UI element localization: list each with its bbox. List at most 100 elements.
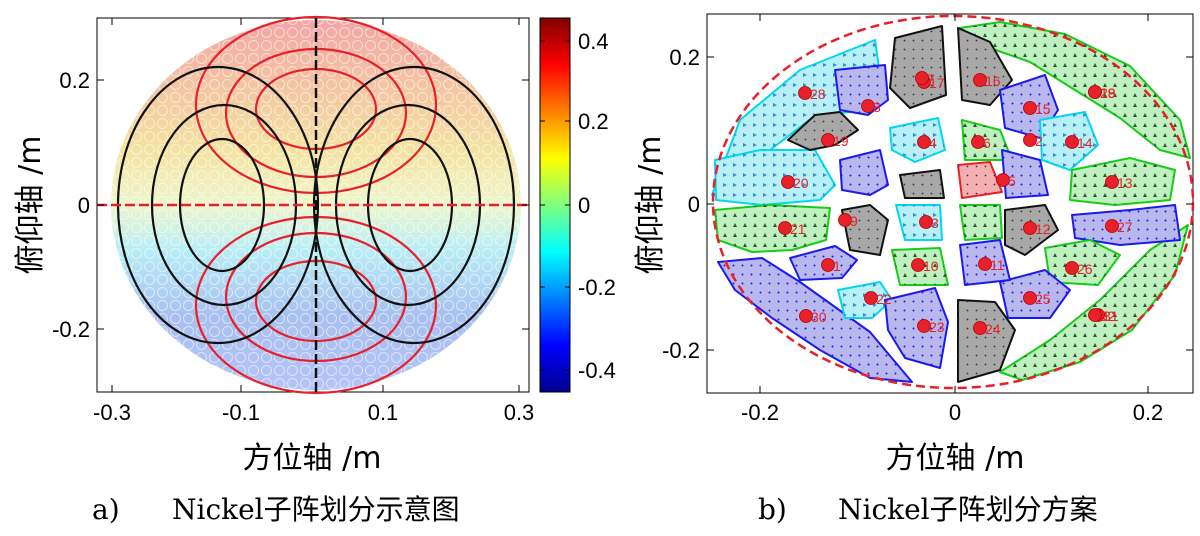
subarray-number-label: 23 [929, 319, 945, 335]
x-tick-label: -0.1 [222, 400, 260, 425]
subarray-number-label: 27 [1117, 219, 1133, 235]
panel-a-x-tick-labels: -0.3 -0.1 0.1 0.3 [93, 400, 534, 425]
x-tick-label: 0.1 [368, 400, 399, 425]
subarray-number-label: 5 [1008, 173, 1016, 189]
phase-center-marker [1023, 101, 1037, 115]
phase-center-marker [838, 213, 852, 227]
phase-center-marker [973, 73, 987, 87]
subarray-number-label: 26 [1077, 261, 1093, 277]
subarray-region-texture [1070, 158, 1175, 205]
subarray-number-label: 3 [931, 215, 939, 231]
phase-center-marker [971, 135, 985, 149]
panel-b-x-tick-labels: -0.2 0 0.2 [741, 400, 1163, 425]
subarray-number-label: 20 [793, 175, 809, 191]
colorbar-tick-label: 0 [578, 193, 590, 218]
subarray-number-label: 29 [1100, 85, 1116, 101]
subarray-number-label: 10 [923, 258, 939, 274]
phase-center-marker [798, 86, 812, 100]
subarray-region-texture [958, 300, 1015, 382]
panel-a-subarray-schematic: -0.3 -0.1 0.1 0.3 0.2 0 -0.2 方位轴 /m 俯仰轴 … [13, 15, 616, 526]
y-tick-label: 0 [688, 192, 700, 217]
subarray-number-label: 16 [985, 73, 1001, 89]
subarray-region-texture [958, 162, 1002, 198]
phase-center-marker [778, 221, 792, 235]
y-tick-label: 0 [78, 193, 90, 218]
y-tick-label: -0.2 [662, 338, 700, 363]
panel-a-y-axis-label: 俯仰轴 /m [13, 136, 48, 275]
phase-center-marker [973, 321, 987, 335]
subarray-region-texture [1045, 240, 1120, 285]
subarray-number-label: 11 [990, 257, 1005, 273]
subarray-number-label: 8 [873, 99, 881, 115]
subarray-region-texture [960, 22, 1190, 158]
phase-center-marker [911, 258, 925, 272]
subarray-number-label: 17 [929, 75, 945, 91]
x-tick-label: -0.2 [741, 400, 779, 425]
phase-center-marker [821, 258, 835, 272]
subarray-number-label: 31 [1103, 308, 1119, 324]
phase-center-marker [861, 99, 875, 113]
phase-center-marker [1023, 291, 1037, 305]
panel-a-caption: Nickel子阵划分示意图 [172, 493, 460, 526]
subarray-number-label: 30 [811, 309, 827, 325]
subarray-region-texture [890, 26, 946, 108]
subarray-number-label: 28 [810, 86, 826, 102]
phase-center-marker [917, 319, 931, 333]
subarray-region-texture [962, 120, 1012, 160]
subarray-number-label: 24 [985, 321, 1001, 337]
panel-a-x-axis-label: 方位轴 /m [243, 441, 382, 476]
phase-center-marker [996, 173, 1010, 187]
subarray-number-label: 4 [929, 135, 937, 151]
subarray-region-texture [715, 205, 830, 252]
x-tick-label: -0.3 [93, 400, 131, 425]
phase-center-marker [864, 291, 878, 305]
colorbar-tick-label: -0.4 [578, 358, 616, 383]
subarray-region-texture [896, 205, 942, 240]
phase-center-marker [781, 175, 795, 189]
panel-a-caption-label: a) [92, 493, 120, 526]
subarray-number-label: 15 [1035, 101, 1051, 117]
phase-center-marker [1065, 261, 1079, 275]
panel-b-y-axis-label: 俯仰轴 /m [633, 136, 668, 275]
subarray-region-texture [788, 112, 858, 150]
subarray-number-label: 6 [983, 135, 991, 151]
phase-center-marker [1065, 135, 1079, 149]
x-tick-label: 0 [949, 400, 961, 425]
phase-center-marker [1088, 85, 1102, 99]
panel-b-y-tick-labels: 0.2 0 -0.2 [662, 45, 700, 363]
phase-center-marker [1105, 219, 1119, 233]
difference-contour-line [178, 137, 266, 273]
subarray-region-texture [885, 288, 948, 368]
phase-center-marker [1023, 221, 1037, 235]
phase-center-marker [1105, 175, 1119, 189]
subarray-number-label: 2 [1035, 133, 1043, 149]
phase-center-marker [919, 215, 933, 229]
subarray-number-label: 14 [1077, 135, 1093, 151]
panel-a-y-tick-labels: 0.2 0 -0.2 [52, 68, 90, 342]
y-tick-label: 0.2 [59, 68, 90, 93]
panel-a-colorbar-ticks [540, 40, 570, 371]
panel-b-x-axis-label: 方位轴 /m [886, 441, 1025, 476]
subarray-number-label: 12 [1035, 221, 1051, 237]
subarray-region-texture [958, 28, 1012, 105]
subarray-region-texture [1002, 150, 1048, 198]
subarray-number-label: 1 [833, 258, 841, 274]
colorbar-tick-label: 0.2 [578, 109, 609, 134]
phase-center-marker [915, 71, 929, 85]
subarray-region-texture [835, 65, 888, 115]
y-tick-label: 0.2 [669, 45, 700, 70]
phase-center-marker [1088, 308, 1102, 322]
phase-center-marker [799, 309, 813, 323]
phase-center-marker [821, 133, 835, 147]
panel-a-axis-ticks [97, 18, 529, 392]
y-tick-label: -0.2 [52, 317, 90, 342]
panel-a-colorbar-labels: 0.4 0.2 0 -0.2 -0.4 [578, 29, 616, 383]
panel-b-axis-ticks [707, 14, 1193, 393]
subarray-number-label: 32 [1100, 308, 1116, 324]
subarray-number-label: 18 [1100, 85, 1116, 101]
panel-b-caption: Nickel子阵划分方案 [838, 493, 1098, 526]
subarray-region-texture [840, 150, 888, 195]
